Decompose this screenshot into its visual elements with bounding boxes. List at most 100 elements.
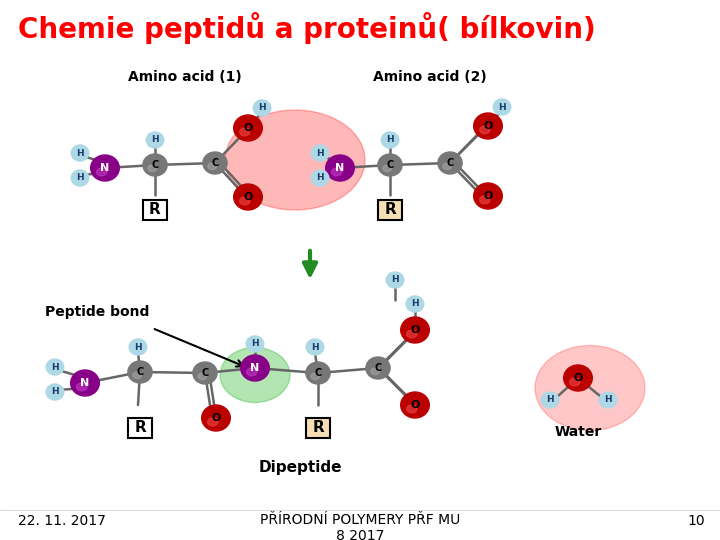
Ellipse shape [91,155,120,181]
Ellipse shape [564,365,593,391]
Text: C: C [315,368,322,378]
Ellipse shape [76,383,87,391]
Text: C: C [374,363,382,373]
Text: R: R [384,202,396,218]
Text: C: C [151,160,158,170]
Ellipse shape [541,392,559,408]
Text: H: H [258,104,266,112]
Text: C: C [446,158,454,168]
Ellipse shape [246,368,257,376]
Text: O: O [410,325,420,335]
Text: H: H [316,173,324,183]
FancyBboxPatch shape [306,418,330,438]
Ellipse shape [208,163,217,170]
Ellipse shape [311,373,320,380]
Ellipse shape [96,168,107,176]
Ellipse shape [331,168,342,176]
Text: C: C [212,158,219,168]
Text: Peptide bond: Peptide bond [45,305,149,319]
Text: N: N [336,163,345,173]
Text: H: H [76,173,84,183]
Ellipse shape [366,357,390,379]
Ellipse shape [133,372,142,379]
Ellipse shape [443,163,451,170]
Text: N: N [251,363,260,373]
Text: H: H [604,395,612,404]
Text: O: O [243,192,253,202]
Text: C: C [202,368,209,378]
Ellipse shape [381,132,399,148]
Ellipse shape [407,405,417,413]
Ellipse shape [234,184,262,210]
Text: R: R [149,202,161,218]
Text: C: C [136,367,143,377]
Text: O: O [211,413,221,423]
Text: H: H [316,148,324,158]
Ellipse shape [438,152,462,174]
Text: H: H [76,148,84,158]
Text: R: R [312,421,324,435]
Ellipse shape [480,196,490,204]
Ellipse shape [474,113,503,139]
Ellipse shape [306,339,324,355]
Text: Amino acid (2): Amino acid (2) [373,70,487,84]
Text: O: O [573,373,582,383]
Ellipse shape [407,330,417,338]
Text: O: O [243,123,253,133]
Text: H: H [391,275,399,285]
Ellipse shape [493,99,510,115]
FancyBboxPatch shape [143,200,167,220]
Ellipse shape [193,362,217,384]
Ellipse shape [128,361,152,383]
Text: H: H [311,342,319,352]
Text: 10: 10 [688,514,705,528]
Text: PŘÍRODNÍ POLYMERY PŘF MU
8 2017: PŘÍRODNÍ POLYMERY PŘF MU 8 2017 [260,513,460,540]
Ellipse shape [599,392,617,408]
Text: O: O [483,121,492,131]
Ellipse shape [246,336,264,352]
Ellipse shape [143,154,167,176]
Ellipse shape [378,154,402,176]
Text: N: N [100,163,109,173]
Ellipse shape [202,405,230,431]
Text: 22. 11. 2017: 22. 11. 2017 [18,514,106,528]
Ellipse shape [311,145,329,161]
Ellipse shape [535,346,645,430]
Ellipse shape [383,165,392,172]
Ellipse shape [406,296,424,312]
Ellipse shape [225,110,365,210]
FancyBboxPatch shape [378,200,402,220]
Ellipse shape [71,145,89,161]
Text: H: H [546,395,554,404]
Ellipse shape [234,115,262,141]
Text: O: O [483,191,492,201]
Ellipse shape [570,378,580,386]
Ellipse shape [46,359,64,375]
Ellipse shape [325,155,354,181]
Ellipse shape [129,339,147,355]
Text: H: H [134,342,142,352]
Text: H: H [386,136,394,145]
Ellipse shape [480,126,490,134]
Ellipse shape [306,362,330,384]
Ellipse shape [71,370,99,396]
Text: H: H [51,388,59,396]
Ellipse shape [148,165,157,172]
Ellipse shape [240,197,250,205]
Ellipse shape [386,272,404,288]
Text: O: O [410,400,420,410]
Ellipse shape [474,183,503,209]
Text: Dipeptide: Dipeptide [258,460,342,475]
Ellipse shape [240,128,250,136]
Text: Amino acid (1): Amino acid (1) [128,70,242,84]
Ellipse shape [311,170,329,186]
FancyBboxPatch shape [128,418,152,438]
Text: Chemie peptidů a proteinů( bílkovin): Chemie peptidů a proteinů( bílkovin) [18,12,595,44]
Ellipse shape [146,132,164,148]
Ellipse shape [71,170,89,186]
Ellipse shape [198,373,207,380]
Text: N: N [81,378,89,388]
Text: H: H [151,136,159,145]
Ellipse shape [207,418,218,426]
Ellipse shape [240,355,269,381]
